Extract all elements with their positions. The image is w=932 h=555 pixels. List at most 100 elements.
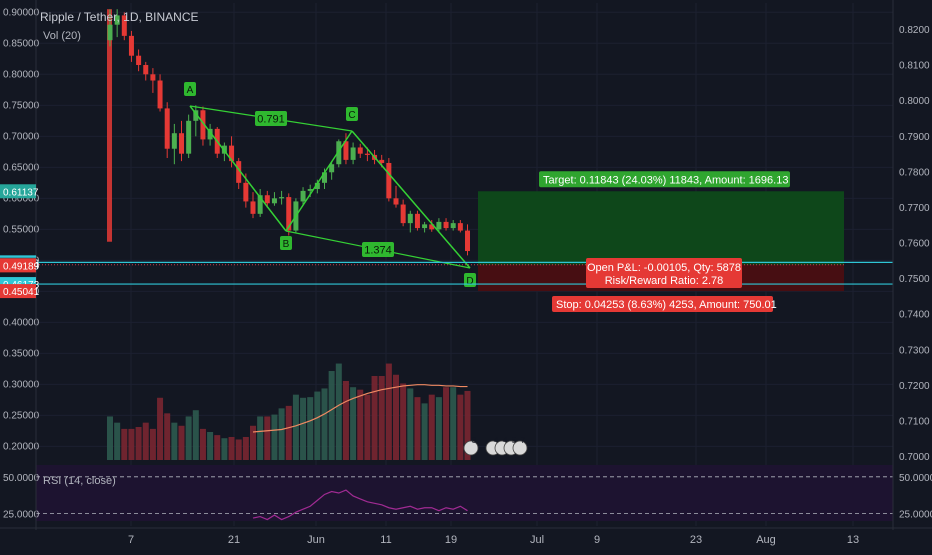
x-axis-tick: Aug: [756, 534, 776, 546]
candle-body: [121, 15, 127, 36]
left-axis-tick: 0.70000: [3, 131, 40, 142]
rsi-right-tick: 25.0000: [899, 510, 932, 521]
right-axis-tick: 0.8000: [899, 96, 930, 107]
x-axis-tick: 13: [847, 534, 859, 546]
volume-bar: [314, 391, 321, 460]
pattern-leg: [351, 130, 471, 269]
candle-body: [243, 182, 249, 202]
volume-bar: [364, 394, 371, 460]
candle-body: [164, 108, 170, 149]
candle-body: [407, 213, 413, 224]
volume-bar: [292, 394, 299, 460]
candle-body: [457, 223, 463, 231]
volume-bar: [414, 397, 421, 460]
rsi-left-tick: 50.0000: [3, 473, 40, 484]
rsi-right-tick: 50.0000: [899, 473, 932, 484]
target-label: Target: 0.11843 (24.03%) 11843, Amount: …: [543, 174, 788, 186]
right-axis-tick: 0.7400: [899, 310, 930, 321]
left-axis-tick: 0.55000: [3, 224, 40, 235]
ratio-label: 0.791: [257, 114, 285, 126]
candle-body: [443, 221, 449, 229]
candle-body: [400, 204, 406, 224]
x-axis-tick: 21: [228, 534, 240, 546]
volume-bar: [443, 387, 450, 460]
price-tag-label: 0.45041: [3, 287, 40, 298]
symbol-title: Ripple / Tether, 1D, BINANCE: [40, 10, 199, 24]
volume-bar: [149, 428, 156, 460]
candle-body: [207, 128, 213, 140]
right-axis-tick: 0.8100: [899, 61, 930, 72]
horizontal-lines[interactable]: [36, 261, 893, 285]
event-badge-count: 3: [472, 436, 477, 445]
volume-bar: [157, 397, 164, 460]
pnl-label-box: [586, 258, 742, 288]
candle-body: [465, 230, 470, 252]
risk-reward-label: Risk/Reward Ratio: 2.78: [605, 275, 724, 287]
volume-indicator-label: Vol (20): [43, 30, 81, 42]
volume-bar: [128, 428, 135, 460]
x-axis-tick: 9: [594, 534, 600, 546]
volume-bar: [278, 408, 285, 460]
target-label-box: [539, 171, 790, 188]
candles[interactable]: [107, 9, 470, 256]
volume-bar: [242, 436, 249, 460]
candle-body: [236, 161, 242, 183]
volume-bar: [285, 405, 292, 460]
candle-body: [193, 110, 199, 121]
volume-bar: [342, 380, 349, 460]
volume-bar: [178, 425, 185, 460]
candle-body: [257, 195, 263, 214]
volume-bar: [171, 422, 178, 460]
volume-bar: [378, 376, 385, 460]
point-label: B: [283, 239, 290, 250]
volume-bars: [107, 363, 471, 460]
volume-bar: [214, 435, 221, 460]
volume-bar: [221, 438, 228, 460]
volume-bar: [371, 376, 378, 460]
event-badge-count: 4: [503, 436, 508, 445]
right-axis-tick: 0.7700: [899, 203, 930, 214]
right-axis-tick: 0.7600: [899, 239, 930, 250]
left-axis-tick: 0.75000: [3, 100, 40, 111]
candle-body: [143, 65, 149, 75]
rsi-indicator-label: RSI (14, close): [43, 475, 116, 487]
harmonic-pattern[interactable]: 0.791 1.374 A B C D: [184, 82, 476, 287]
candle-body: [386, 162, 392, 199]
volume-bar: [428, 394, 435, 460]
candle-body: [179, 133, 184, 154]
volume-bar: [142, 422, 149, 460]
pattern-leg: [285, 130, 353, 232]
candle-body: [300, 190, 306, 202]
volume-bar: [328, 371, 335, 460]
volume-ma-line: [252, 384, 468, 433]
candle-body: [264, 195, 270, 204]
candle-body: [322, 172, 327, 183]
volume-bar: [407, 388, 414, 460]
right-axis-tick: 0.7900: [899, 132, 930, 143]
candle-body: [414, 213, 420, 229]
candle-body: [364, 153, 370, 155]
price-tag: [0, 258, 36, 273]
volume-bar: [335, 363, 342, 460]
candle-body: [114, 15, 120, 25]
volume-bar: [114, 422, 121, 460]
event-badge-count: 7: [521, 436, 526, 445]
volume-bar: [350, 387, 357, 460]
ratio-badge: [255, 111, 287, 126]
volume-bar: [307, 397, 314, 460]
candle-body: [157, 80, 163, 109]
rsi-band: [36, 465, 893, 521]
left-axis-tick: 0.65000: [3, 162, 40, 173]
gap-candle: [107, 9, 112, 242]
volume-bar: [192, 410, 199, 460]
x-axis-tick: 11: [380, 534, 391, 546]
x-axis-tick: 7: [128, 534, 134, 546]
price-tag: [0, 184, 36, 199]
volume-bar: [435, 397, 442, 460]
point-badge: [184, 82, 196, 96]
point-label: C: [348, 110, 355, 121]
right-axis-tick: 0.7500: [899, 274, 930, 285]
